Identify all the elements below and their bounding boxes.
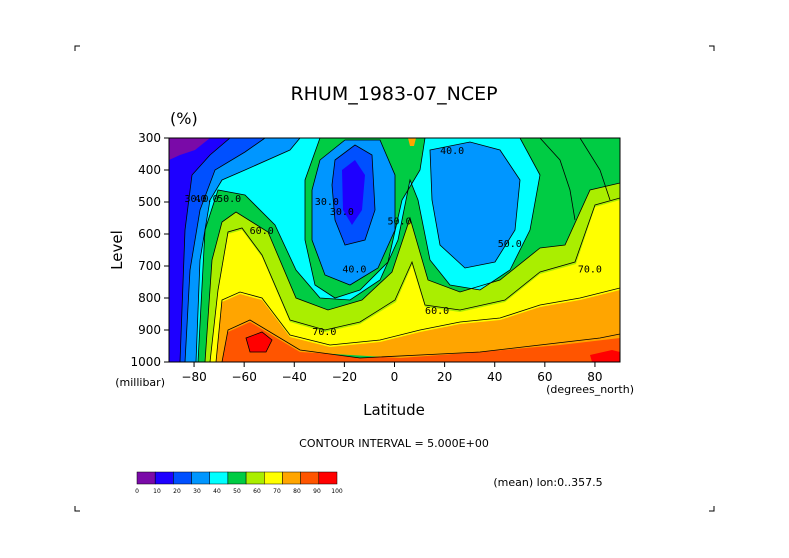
x-tick-label: 80 bbox=[587, 370, 602, 384]
colorbar: 0 10 20 30 40 50 60 70 80 90 100 bbox=[135, 471, 343, 495]
colorbar-label: 80 bbox=[293, 488, 301, 495]
colorbar-label: 40 bbox=[213, 488, 221, 495]
colorbar-swatch bbox=[154, 471, 174, 485]
contour-label: 30.0 bbox=[315, 197, 339, 208]
x-axis: −80 −60 −40 −20 0 20 40 60 80 bbox=[181, 362, 603, 384]
colorbar-label: 60 bbox=[253, 488, 261, 495]
x-units-label: (degrees_north) bbox=[546, 383, 634, 396]
x-tick-label: −60 bbox=[232, 370, 257, 384]
contour-label: 60.0 bbox=[250, 226, 274, 237]
contour-label: 40.0 bbox=[195, 194, 219, 205]
colorbar-swatch bbox=[191, 471, 210, 485]
contour-label: 30.0 bbox=[185, 194, 209, 205]
colorbar-label: 100 bbox=[331, 488, 343, 495]
contour-label: 70.0 bbox=[312, 327, 336, 338]
contour-label: 60.0 bbox=[425, 306, 449, 317]
contour-peak-sh bbox=[246, 332, 272, 352]
mean-text: (mean) lon:0..357.5 bbox=[493, 476, 602, 489]
y-tick-label: 900 bbox=[138, 323, 161, 337]
colorbar-swatch bbox=[209, 471, 229, 485]
x-axis-title: Latitude bbox=[363, 401, 425, 419]
contour-peak-nh bbox=[590, 350, 620, 362]
colorbar-swatch bbox=[300, 471, 320, 485]
y-axis-title: Level bbox=[108, 230, 126, 270]
contour-band-equator-moist bbox=[408, 138, 416, 146]
colorbar-swatch bbox=[227, 471, 247, 485]
contour-labels: 30.040.050.060.030.030.040.050.040.070.0… bbox=[185, 146, 602, 338]
colorbar-label: 30 bbox=[193, 488, 201, 495]
contour-lines bbox=[179, 138, 620, 362]
colorbar-label: 70 bbox=[273, 488, 281, 495]
y-tick-label: 1000 bbox=[130, 355, 161, 369]
contour-label: 30.0 bbox=[330, 207, 354, 218]
plot-area: 30.040.050.060.030.030.040.050.040.070.0… bbox=[168, 137, 621, 363]
contour-label: 40.0 bbox=[440, 146, 464, 157]
colorbar-swatch bbox=[264, 471, 283, 485]
contour-band-10 bbox=[169, 138, 230, 362]
y-tick-label: 300 bbox=[138, 131, 161, 145]
contour-band-10-eq bbox=[342, 160, 365, 225]
y-axis: 300 400 500 600 700 800 900 1000 bbox=[130, 131, 169, 369]
x-tick-label: −20 bbox=[332, 370, 357, 384]
y-tick-label: 500 bbox=[138, 195, 161, 209]
crop-marks bbox=[74, 45, 715, 512]
y-units-label: (millibar) bbox=[115, 376, 165, 389]
colorbar-label: 10 bbox=[153, 488, 161, 495]
colorbar-label: 50 bbox=[233, 488, 241, 495]
contour-label: 50.0 bbox=[217, 194, 241, 205]
colorbar-swatch bbox=[282, 471, 301, 485]
y-tick-label: 600 bbox=[138, 227, 161, 241]
colorbar-swatch bbox=[173, 471, 192, 485]
colorbar-label: 90 bbox=[313, 488, 321, 495]
x-tick-label: −40 bbox=[282, 370, 307, 384]
colorbar-swatch bbox=[318, 471, 338, 485]
x-tick-label: 60 bbox=[537, 370, 552, 384]
colorbar-label: 20 bbox=[173, 488, 181, 495]
y-tick-label: 800 bbox=[138, 291, 161, 305]
contour-band-90 bbox=[222, 320, 620, 362]
x-tick-label: 40 bbox=[487, 370, 502, 384]
contour-label: 50.0 bbox=[387, 216, 411, 227]
colorbar-label: 0 bbox=[135, 488, 139, 495]
contour-band-30-nh bbox=[430, 142, 520, 268]
y-tick-label: 700 bbox=[138, 259, 161, 273]
contour-label: 40.0 bbox=[342, 264, 366, 275]
contour-label: 50.0 bbox=[498, 239, 522, 250]
colorbar-swatch bbox=[245, 471, 265, 485]
contour-band-60 bbox=[205, 183, 620, 362]
contour-band-20 bbox=[169, 138, 265, 362]
x-tick-label: −80 bbox=[181, 370, 206, 384]
y-tick-label: 400 bbox=[138, 163, 161, 177]
contour-band-0 bbox=[169, 138, 210, 160]
chart-title: RHUM_1983-07_NCEP bbox=[290, 83, 497, 105]
colorbar-swatch bbox=[136, 471, 156, 485]
units-label: (%) bbox=[170, 109, 198, 128]
x-tick-label: 20 bbox=[437, 370, 452, 384]
contour-band-70 bbox=[210, 198, 620, 362]
x-tick-label: 0 bbox=[391, 370, 399, 384]
contour-label: 70.0 bbox=[578, 264, 602, 275]
contour-interval-text: CONTOUR INTERVAL = 5.000E+00 bbox=[299, 437, 489, 450]
